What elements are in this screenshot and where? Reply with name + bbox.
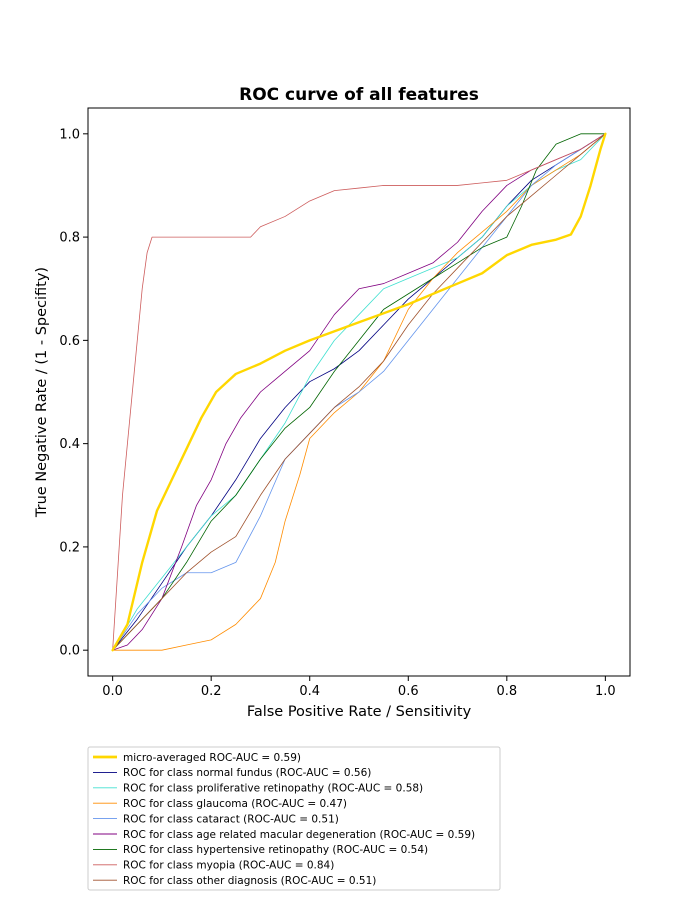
y-axis-ticks: 0.0 0.2 0.4 0.6 0.8 1.0 — [59, 127, 88, 659]
y-tick-label: 0.4 — [59, 437, 80, 452]
x-tick-label: 0.6 — [398, 684, 419, 699]
chart-title: ROC curve of all features — [239, 85, 479, 105]
y-axis-label: True Negative Rate / (1 - Specifity) — [34, 267, 50, 518]
roc-curve-0 — [111, 132, 607, 652]
legend-label: ROC for class other diagnosis (ROC-AUC =… — [123, 875, 376, 887]
roc-curve-5 — [112, 133, 606, 651]
legend-label: ROC for class cataract (ROC-AUC = 0.51) — [123, 813, 339, 825]
x-axis-label: False Positive Rate / Sensitivity — [247, 704, 472, 720]
plot-area — [87, 107, 631, 677]
y-tick-label: 1.0 — [59, 127, 80, 142]
x-tick-label: 1.0 — [595, 684, 616, 699]
roc-curves — [111, 132, 607, 652]
legend-label: ROC for class hypertensive retinopathy (… — [123, 844, 428, 856]
roc-curve-7 — [112, 133, 606, 651]
roc-curve-8 — [112, 133, 606, 651]
legend-items: micro-averaged ROC-AUC = 0.59) ROC for cl… — [93, 752, 475, 887]
legend-label: ROC for class glaucoma (ROC-AUC = 0.47) — [123, 798, 347, 810]
x-axis-ticks: 0.0 0.2 0.4 0.6 0.8 1.0 — [102, 676, 616, 699]
roc-curve-3 — [112, 133, 606, 651]
roc-curve-4 — [112, 133, 606, 651]
y-tick-label: 0.6 — [59, 334, 80, 349]
legend-label: ROC for class proliferative retinopathy … — [123, 783, 423, 795]
x-tick-label: 0.2 — [201, 684, 222, 699]
y-tick-label: 0.2 — [59, 540, 80, 555]
y-tick-label: 0.8 — [59, 231, 80, 246]
legend: micro-averaged ROC-AUC = 0.59) ROC for cl… — [87, 746, 501, 891]
y-tick-label: 0.0 — [59, 644, 80, 659]
legend-frame — [87, 746, 501, 891]
x-tick-label: 0.4 — [299, 684, 320, 699]
legend-label: ROC for class myopia (ROC-AUC = 0.84) — [123, 860, 334, 872]
legend-label: ROC for class age related macular degene… — [123, 829, 475, 841]
roc-curve-6 — [112, 133, 606, 651]
x-tick-label: 0.0 — [102, 684, 123, 699]
legend-label: micro-averaged ROC-AUC = 0.59) — [123, 752, 301, 764]
legend-label: ROC for class normal fundus (ROC-AUC = 0… — [123, 767, 371, 779]
x-tick-label: 0.8 — [496, 684, 517, 699]
